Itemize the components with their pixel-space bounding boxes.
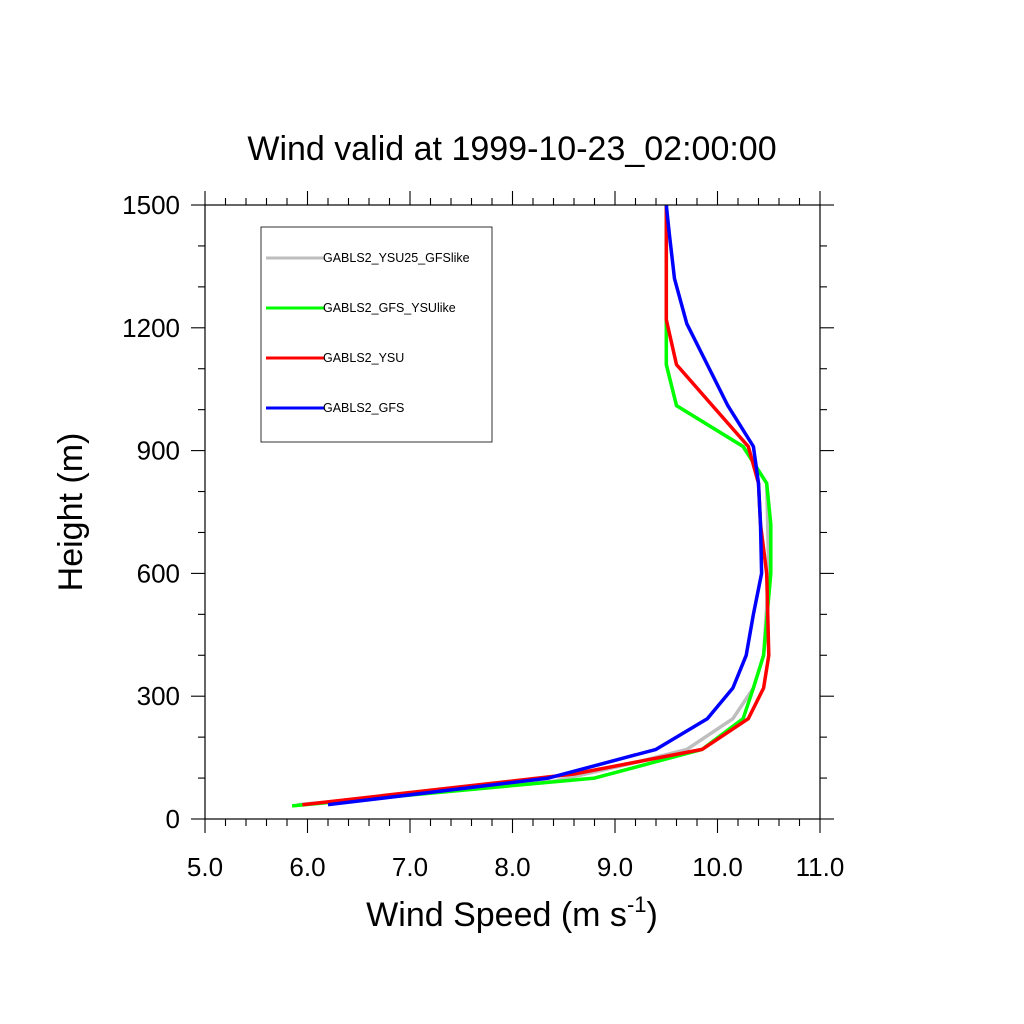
x-tick-label: 7.0 [392,852,428,882]
y-tick-label: 300 [137,681,180,711]
chart-title: Wind valid at 1999-10-23_02:00:00 [247,130,776,168]
legend-label: GABLS2_GFS [323,401,404,415]
x-axis-label-sup: -1 [627,892,647,917]
axis-ticks: 5.0 6.0 7.0 8.0 9.0 10.0 11.0 0 300 600 900 1200 150… [122,190,844,882]
y-tick-label: 1200 [122,313,180,343]
legend-label: GABLS2_YSU [323,351,404,365]
y-tick-label: 600 [137,558,180,588]
y-axis-label: Height (m) [52,433,90,592]
x-tick-label: 5.0 [187,852,223,882]
y-tick-label: 900 [137,436,180,466]
x-tick-label: 9.0 [597,852,633,882]
legend-label: GABLS2_GFS_YSUlike [323,301,456,315]
plot-frame [204,204,821,820]
legend: GABLS2_YSU25_GFSlike GABLS2_GFS_YSUlike GA… [260,226,493,443]
y-tick-label: 1500 [122,190,180,220]
x-tick-label: 10.0 [692,852,743,882]
x-tick-label: 8.0 [494,852,530,882]
series-layer [291,204,773,808]
x-tick-label: 11.0 [796,852,845,882]
legend-label: GABLS2_YSU25_GFSlike [323,251,470,265]
x-tick-label: 6.0 [289,852,325,882]
series-line-4 [327,204,764,807]
x-axis-label-close: ) [647,896,658,934]
x-axis-label: Wind Speed (m s-1) [366,892,658,934]
series-line-3 [302,205,771,807]
x-axis-label-main: Wind Speed (m s [366,896,627,934]
legend-box [260,226,493,443]
y-tick-label: 0 [166,804,180,834]
